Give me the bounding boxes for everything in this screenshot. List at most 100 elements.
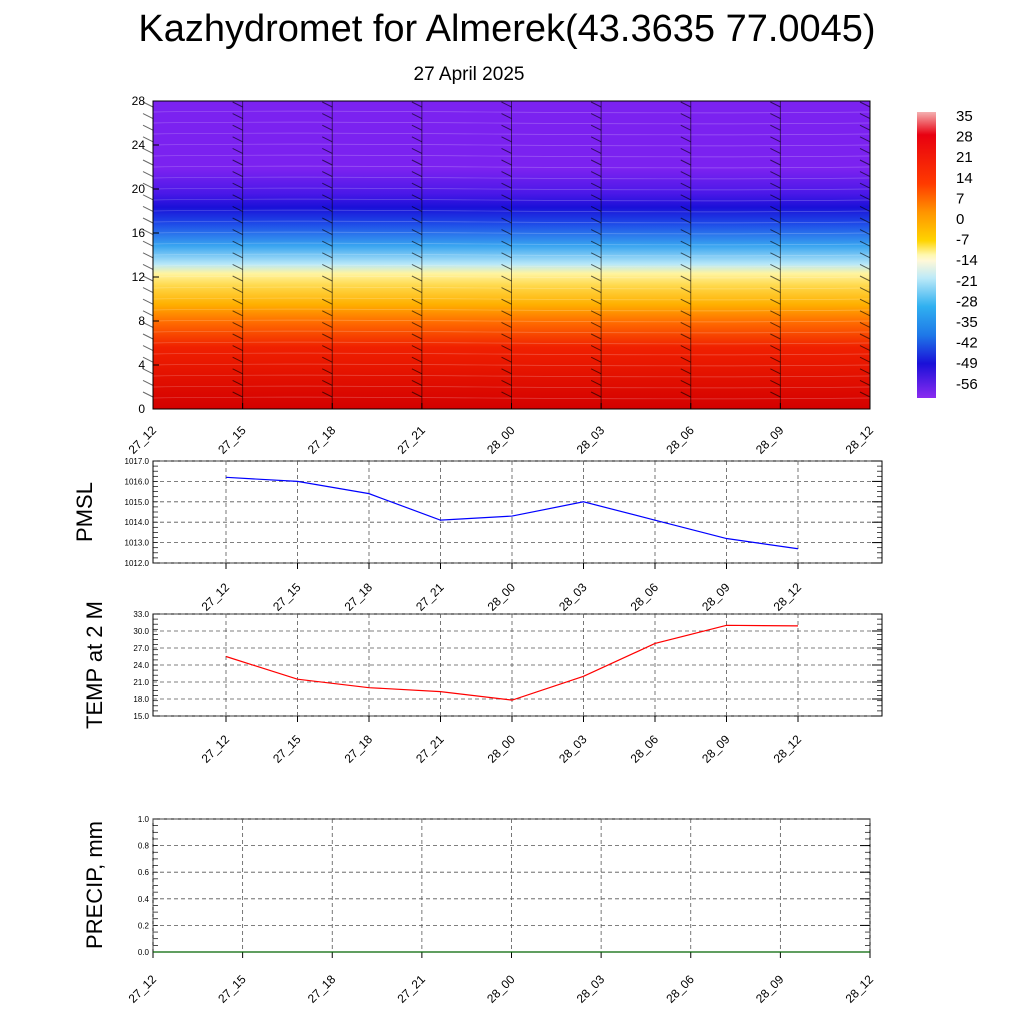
wind-barb: [590, 379, 602, 386]
wind-barb: [770, 356, 781, 363]
wind-barb: [142, 136, 154, 143]
wind-barb: [501, 194, 512, 201]
colorbar: [917, 112, 936, 398]
y-tick-label: 0.2: [138, 921, 150, 930]
wind-barb: [770, 298, 781, 305]
x-tick-label: 27_21: [394, 423, 428, 457]
x-tick-label: 28_06: [663, 423, 697, 457]
wind-barb: [411, 194, 423, 201]
wind-barb: [680, 147, 691, 154]
wind-barb: [770, 205, 781, 212]
wind-barb: [501, 101, 512, 108]
wind-barb: [411, 159, 423, 166]
y-tick-label: 1013.0: [125, 539, 150, 548]
contour-line: [152, 154, 871, 158]
wind-barb: [590, 229, 602, 236]
wind-barb: [501, 171, 512, 178]
wind-barb: [590, 147, 602, 154]
wind-barb: [680, 205, 691, 212]
wind-barb: [142, 205, 154, 212]
y-tick-label: 8: [138, 314, 145, 328]
y-tick-label: 1016.0: [125, 477, 150, 486]
wind-barb: [501, 217, 512, 224]
y-tick-label: 1017.0: [125, 457, 150, 466]
wind-barb: [501, 182, 512, 189]
wind-barb: [322, 159, 333, 166]
colorbar-label: 21: [956, 149, 973, 166]
colorbar-label: -49: [956, 355, 978, 372]
wind-barb: [680, 345, 691, 352]
colorbar-label: -28: [956, 293, 978, 310]
wind-barb: [232, 263, 243, 270]
x-tick-label: 28_06: [663, 972, 697, 1006]
x-tick-label: 27_21: [413, 732, 447, 766]
wind-barb: [501, 368, 512, 375]
wind-barb: [322, 298, 333, 305]
wind-barb: [142, 171, 154, 178]
wind-barb: [501, 159, 512, 166]
contour-line: [152, 385, 871, 389]
wind-barb: [859, 345, 871, 352]
wind-barb: [859, 391, 871, 398]
wind-barb: [590, 310, 602, 317]
wind-barb: [770, 240, 781, 247]
wind-barb: [590, 298, 602, 305]
wind-barb: [411, 101, 423, 108]
wind-barb: [590, 391, 602, 398]
wind-barb: [590, 205, 602, 212]
wind-barb: [590, 275, 602, 282]
wind-barb: [770, 310, 781, 317]
wind-barb: [680, 333, 691, 340]
x-tick-label: 27_15: [270, 580, 304, 614]
wind-barb: [859, 298, 871, 305]
wind-barb: [411, 182, 423, 189]
x-tick-label: 28_06: [628, 580, 662, 614]
wind-barb: [770, 345, 781, 352]
wind-barb: [680, 194, 691, 201]
y-tick-label: 27.0: [133, 644, 149, 653]
colorbar-label: -56: [956, 376, 978, 393]
wind-barb: [770, 147, 781, 154]
wind-barb: [142, 217, 154, 224]
wind-barb: [501, 310, 512, 317]
y-tick-label: 15.0: [133, 712, 149, 721]
contour-line: [152, 297, 871, 301]
wind-barb: [232, 147, 243, 154]
y-tick-label: 0.6: [138, 868, 150, 877]
wind-barb: [322, 171, 333, 178]
wind-barb: [590, 171, 602, 178]
wind-barb: [501, 275, 512, 282]
wind-barb: [322, 356, 333, 363]
wind-barb: [411, 240, 423, 247]
wind-barb: [680, 310, 691, 317]
x-tick-label: 27_12: [126, 972, 160, 1006]
wind-barb: [501, 240, 512, 247]
wind-barb: [232, 275, 243, 282]
wind-barb: [142, 345, 154, 352]
wind-barb: [142, 356, 154, 363]
wind-barb: [322, 113, 333, 120]
wind-barb: [322, 379, 333, 386]
colorbar-label: -7: [956, 232, 969, 249]
wind-barb: [232, 252, 243, 259]
colorbar-label: 35: [956, 108, 973, 125]
wind-barb: [501, 298, 512, 305]
wind-barb: [232, 240, 243, 247]
contour-line: [152, 143, 871, 147]
wind-barb: [859, 368, 871, 375]
wind-barb: [232, 368, 243, 375]
colorbar-label: -14: [956, 252, 978, 269]
colorbar-label: -42: [956, 335, 978, 352]
wind-barb: [411, 113, 423, 120]
y-tick-label: 16: [132, 226, 146, 240]
wind-barb: [680, 124, 691, 131]
contour-line: [152, 132, 871, 136]
wind-barb: [501, 124, 512, 131]
contour-line: [152, 396, 871, 400]
wind-barb: [590, 321, 602, 328]
y-tick-label: 18.0: [133, 695, 149, 704]
contour-line: [152, 253, 871, 257]
wind-barb: [142, 287, 154, 294]
y-tick-label: 24: [132, 138, 146, 152]
wind-barb: [859, 194, 871, 201]
